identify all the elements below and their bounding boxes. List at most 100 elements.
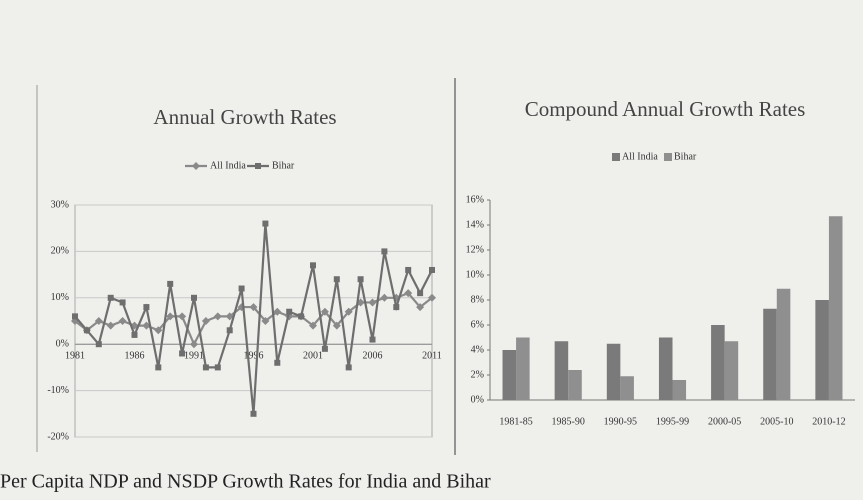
legend-swatch	[612, 153, 620, 161]
x-tick-label: 1996	[244, 350, 264, 361]
point-marker	[119, 299, 126, 306]
point-marker	[357, 276, 364, 283]
point-marker	[94, 317, 103, 325]
y-tick-label: 10%	[466, 269, 484, 280]
point-marker	[298, 313, 305, 320]
point-marker	[429, 266, 435, 273]
point-marker	[214, 364, 221, 371]
point-marker	[309, 321, 317, 330]
x-tick-label: 1991	[184, 350, 204, 361]
point-marker	[179, 350, 186, 357]
point-marker	[143, 304, 150, 311]
y-tick-label: 2%	[471, 369, 484, 380]
y-tick-label: 4%	[471, 344, 484, 355]
x-tick-label: 1990-95	[604, 416, 637, 427]
point-marker	[95, 341, 102, 348]
point-marker	[321, 345, 328, 352]
point-marker	[369, 336, 376, 343]
x-tick-label: 2000-05	[708, 416, 741, 427]
point-marker	[286, 308, 293, 315]
point-marker	[155, 364, 162, 371]
y-tick-label: -20%	[47, 431, 69, 442]
bar	[516, 337, 530, 400]
point-marker	[167, 280, 174, 287]
y-tick-label: 12%	[466, 244, 484, 255]
y-tick-label: 14%	[466, 219, 484, 230]
point-marker	[310, 262, 316, 269]
point-marker	[380, 293, 389, 302]
point-marker	[428, 293, 436, 302]
x-tick-label: 2001	[303, 350, 323, 361]
y-tick-label: 20%	[51, 246, 69, 257]
bar	[724, 341, 739, 400]
y-tick-label: 6%	[471, 319, 484, 330]
legend-label: Bihar	[272, 160, 295, 171]
y-tick-label: 16%	[466, 194, 484, 205]
point-marker	[166, 312, 175, 321]
bar	[620, 376, 634, 400]
point-marker	[273, 307, 282, 316]
bar	[658, 337, 673, 400]
point-marker	[344, 307, 353, 316]
point-marker	[213, 312, 222, 321]
legend-label: All India	[210, 160, 246, 171]
point-marker	[191, 294, 197, 301]
point-marker	[83, 327, 90, 334]
point-marker	[345, 364, 352, 371]
point-marker	[107, 294, 114, 301]
point-marker	[178, 312, 187, 321]
point-marker	[106, 321, 115, 330]
point-marker	[416, 303, 425, 312]
point-marker	[131, 331, 138, 338]
point-marker	[368, 298, 377, 307]
bar	[502, 350, 517, 400]
x-tick-label: 1981	[65, 350, 85, 361]
point-marker	[261, 317, 270, 325]
point-marker	[320, 307, 329, 316]
legend-marker	[255, 163, 261, 169]
bar	[711, 325, 725, 400]
x-tick-label: 2010-12	[812, 416, 845, 427]
bar	[568, 370, 582, 400]
point-marker	[404, 289, 413, 298]
point-marker	[72, 313, 78, 320]
bar	[828, 216, 843, 400]
point-marker	[225, 312, 234, 321]
point-marker	[249, 303, 258, 312]
point-marker	[190, 340, 198, 349]
caption: Per Capita NDP and NSDP Growth Rates for…	[0, 471, 491, 493]
bar	[763, 308, 777, 400]
point-marker	[142, 321, 151, 330]
legend-label: Bihar	[674, 151, 697, 162]
point-marker	[332, 321, 341, 330]
point-marker	[201, 317, 210, 325]
point-marker	[393, 304, 400, 311]
x-tick-label: 2011	[422, 350, 442, 361]
point-marker	[238, 285, 245, 292]
y-tick-label: 8%	[471, 294, 484, 305]
x-tick-label: 2006	[363, 350, 383, 361]
x-tick-label: 1985-90	[552, 416, 585, 427]
point-marker	[381, 248, 388, 255]
chart-title: Compound Annual Growth Rates	[525, 97, 806, 121]
chart-title: Annual Growth Rates	[153, 105, 336, 129]
y-tick-label: 30%	[51, 199, 69, 210]
bar	[815, 300, 829, 400]
legend-label: All India	[622, 151, 658, 162]
point-marker	[250, 410, 257, 417]
x-tick-label: 2005-10	[760, 416, 793, 427]
y-tick-label: 0%	[471, 394, 484, 405]
bar	[554, 341, 569, 400]
y-tick-label: 0%	[56, 338, 69, 349]
legend-swatch	[664, 153, 672, 161]
bar	[776, 288, 791, 400]
legend-marker	[192, 162, 200, 170]
bar	[672, 380, 687, 400]
y-tick-label: -10%	[47, 385, 69, 396]
point-marker	[333, 276, 340, 283]
point-marker	[154, 326, 163, 335]
x-tick-label: 1986	[125, 350, 145, 361]
point-marker	[262, 220, 269, 227]
point-marker	[118, 317, 127, 325]
